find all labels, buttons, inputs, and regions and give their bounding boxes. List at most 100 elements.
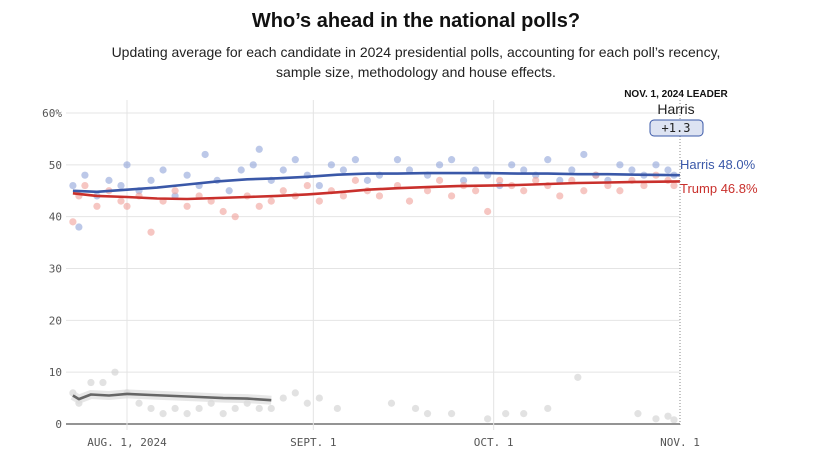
other-poll-dot bbox=[387, 399, 396, 407]
harris-poll-dot bbox=[105, 176, 113, 184]
x-tick-label: AUG. 1, 2024 bbox=[87, 436, 167, 449]
other-poll-dot bbox=[544, 404, 552, 413]
harris-poll-dot bbox=[520, 166, 528, 174]
y-tick-label: 50 bbox=[49, 159, 62, 172]
leader-name: Harris bbox=[657, 101, 694, 117]
trump-poll-dot bbox=[484, 207, 492, 216]
other-poll-dot bbox=[147, 404, 155, 413]
other-poll-dot bbox=[219, 410, 227, 418]
chart-subtitle: Updating average for each candidate in 2… bbox=[111, 44, 721, 80]
harris-poll-dot bbox=[405, 166, 414, 174]
harris-trend-line bbox=[72, 171, 681, 194]
trump-poll-dot bbox=[255, 202, 263, 210]
other-poll-dot bbox=[267, 404, 275, 413]
trump-poll-dot bbox=[303, 181, 311, 190]
harris-poll-dot bbox=[225, 187, 233, 195]
harris-poll-dot bbox=[159, 166, 167, 174]
other-poll-dot bbox=[423, 410, 432, 418]
trump-poll-dot bbox=[496, 176, 504, 184]
harris-poll-dot bbox=[447, 156, 456, 164]
trump-poll-dot bbox=[171, 187, 179, 195]
leader-heading: NOV. 1, 2024 LEADER bbox=[624, 89, 728, 100]
other-poll-dot bbox=[87, 378, 95, 387]
other-poll-dot bbox=[315, 394, 323, 402]
other-poll-dot bbox=[135, 399, 143, 407]
other-poll-dot bbox=[652, 415, 660, 423]
trump-poll-dot bbox=[580, 187, 588, 195]
y-tick-label: 0 bbox=[55, 418, 62, 431]
other-poll-dot bbox=[303, 399, 311, 407]
other-poll-dot bbox=[634, 410, 642, 418]
chart-title: Who’s ahead in the national polls? bbox=[251, 10, 581, 32]
other-poll-dot bbox=[447, 410, 456, 418]
other-poll-dot bbox=[670, 416, 678, 424]
other-poll-dot bbox=[502, 410, 510, 418]
harris-poll-dot bbox=[339, 166, 347, 174]
harris-poll-dot bbox=[435, 161, 444, 169]
harris-poll-dot bbox=[123, 161, 131, 169]
y-tick-label: 30 bbox=[49, 263, 62, 276]
y-tick-label: 60% bbox=[42, 107, 62, 120]
other-poll-dot bbox=[333, 404, 341, 413]
trump-poll-dot bbox=[267, 197, 275, 205]
trump-poll-dot bbox=[351, 176, 360, 184]
trump-poll-dot bbox=[219, 207, 227, 216]
x-tick-label: OCT. 1 bbox=[474, 436, 514, 449]
other-poll-dot bbox=[99, 378, 107, 387]
leader-margin-badge bbox=[649, 119, 704, 137]
other-poll-dot bbox=[159, 410, 167, 418]
other-poll-dot bbox=[520, 410, 528, 418]
trump-poll-dot bbox=[405, 197, 414, 205]
harris-poll-dot bbox=[508, 161, 516, 169]
other-poll-dot bbox=[183, 410, 191, 418]
trump-poll-dot bbox=[231, 213, 239, 221]
harris-poll-dot bbox=[351, 156, 360, 164]
harris-poll-dot bbox=[147, 176, 155, 184]
trump-end-label: Trump 46.8% bbox=[680, 181, 758, 196]
other-poll-dot bbox=[279, 394, 287, 402]
trump-poll-dot bbox=[520, 187, 528, 195]
trump-poll-dot bbox=[117, 197, 125, 205]
y-tick-label: 20 bbox=[49, 314, 62, 327]
trump-poll-dot bbox=[616, 187, 624, 195]
harris-poll-dot bbox=[237, 166, 245, 174]
trump-poll-dot bbox=[183, 202, 191, 210]
trump-poll-dot bbox=[423, 187, 432, 195]
other-poll-dot bbox=[574, 373, 582, 381]
harris-poll-dot bbox=[393, 156, 402, 164]
trump-poll-dot bbox=[375, 192, 384, 200]
harris-poll-dot bbox=[75, 223, 83, 231]
harris-poll-dot bbox=[183, 171, 191, 179]
other-poll-dot bbox=[664, 412, 672, 420]
trump-poll-dot bbox=[279, 187, 287, 195]
trump-poll-dot bbox=[339, 192, 347, 200]
other-trend-line bbox=[72, 392, 272, 402]
x-tick-label: SEPT. 1 bbox=[290, 436, 336, 449]
x-tick-label: NOV. 1 bbox=[660, 436, 700, 449]
trump-poll-dot bbox=[81, 181, 89, 190]
harris-poll-dot bbox=[327, 161, 335, 169]
other-poll-dot bbox=[291, 389, 299, 397]
other-poll-dot bbox=[411, 404, 420, 413]
harris-poll-dot bbox=[279, 166, 287, 174]
harris-poll-dot bbox=[460, 176, 468, 184]
trump-poll-dot bbox=[93, 202, 101, 210]
other-poll-dot bbox=[231, 404, 239, 413]
harris-poll-dot bbox=[291, 156, 299, 164]
harris-poll-dot bbox=[556, 176, 564, 184]
other-poll-dot bbox=[171, 404, 179, 413]
trump-trend-line bbox=[72, 180, 681, 201]
harris-poll-dot bbox=[363, 176, 372, 184]
harris-poll-dot bbox=[652, 161, 660, 169]
trump-poll-dot bbox=[123, 202, 131, 210]
other-poll-dot bbox=[195, 404, 203, 413]
harris-poll-dot bbox=[201, 150, 209, 159]
trump-poll-dot bbox=[147, 228, 155, 236]
trump-poll-dot bbox=[472, 187, 480, 195]
trump-poll-dot bbox=[532, 176, 540, 184]
other-poll-dot bbox=[484, 415, 492, 423]
harris-poll-dot bbox=[628, 166, 636, 174]
harris-poll-dot bbox=[81, 171, 89, 179]
trump-poll-dot bbox=[447, 192, 456, 200]
